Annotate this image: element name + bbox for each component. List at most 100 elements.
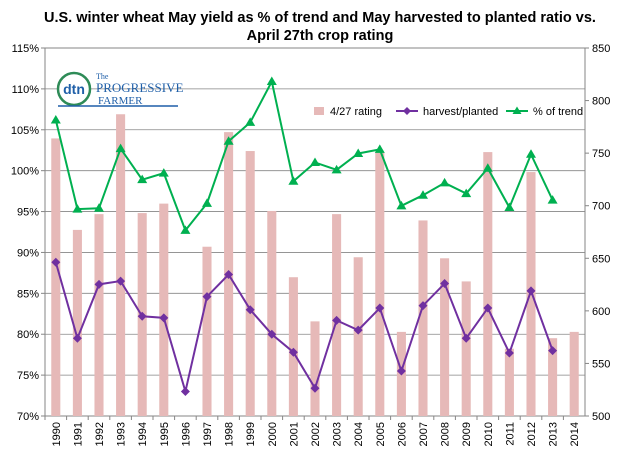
left-tick-label: 100% [11,166,39,178]
dtn-progressive-farmer-logo: dtn The PROGRESSIVE FARMER [56,71,183,107]
right-tick-label: 800 [592,96,610,108]
x-tick-label: 2003 [332,422,344,446]
x-tick-label: 2013 [548,422,560,446]
x-tick-label: 2012 [526,422,538,446]
right-tick-label: 750 [592,148,610,160]
point-harvest-planted [51,257,61,267]
point-harvest-planted [353,325,363,335]
point-pct-trend [526,149,536,158]
point-pct-trend [547,195,558,204]
legend-swatch-rating [314,107,324,115]
bar-rating [375,152,385,416]
point-pct-trend [266,76,277,86]
x-tick-label: 1996 [180,422,192,446]
point-pct-trend [418,190,428,199]
left-tick-label: 70% [17,411,39,423]
legend-label-rating: 4/27 rating [330,106,382,118]
logo-the: The [96,72,109,81]
bar-rating [548,338,558,416]
point-harvest-planted [440,279,450,289]
point-pct-trend [482,163,493,172]
point-pct-trend [331,164,342,174]
point-pct-trend [94,203,104,212]
x-tick-label: 1994 [137,422,149,446]
point-harvest-planted [504,348,514,358]
x-tick-label: 2004 [353,422,365,446]
point-pct-trend [288,176,299,185]
left-tick-label: 105% [11,125,39,137]
x-tick-label: 1990 [51,422,63,446]
chart-subtitle: April 27th crop rating [247,28,394,44]
point-harvest-planted [116,276,126,286]
bar-rating [72,229,82,416]
right-tick-label: 650 [592,253,610,265]
left-tick-label: 110% [12,84,40,96]
dtn-globe-icon [56,71,92,107]
x-tick-label: 2005 [375,422,387,446]
bar-rating [159,203,169,416]
bar-rating [504,348,514,416]
x-tick-label: 2006 [396,422,408,446]
x-tick-label: 1992 [94,422,106,446]
legend: 4/27 rating harvest/planted % of trend [314,106,583,118]
bar-rating [483,152,493,416]
point-harvest-planted [483,303,493,313]
x-tick-label: 2011 [504,422,516,446]
point-harvest-planted [180,386,190,396]
bar-rating [440,258,450,416]
point-harvest-planted [310,383,320,393]
point-harvest-planted [224,270,234,280]
right-tick-label: 600 [592,306,610,318]
point-pct-trend [72,204,83,213]
axes: 70% 75% 80% 85% 90% 95% 100% 105% 110% 115% 500 550… [11,43,611,446]
logo-farmer: FARMER [98,95,143,107]
line-harvest-planted [54,261,554,396]
point-harvest-planted [288,347,298,357]
x-tick-label: 2009 [461,422,473,446]
bar-rating [310,321,320,416]
point-harvest-planted [202,292,212,302]
left-tick-label: 85% [17,288,39,300]
point-harvest-planted [418,301,428,311]
bar-rating [51,138,61,416]
legend-marker-harvest [403,107,411,115]
right-tick-label: 700 [592,201,610,213]
point-harvest-planted [548,346,558,356]
right-tick-label: 850 [592,43,610,55]
point-pct-trend [374,144,385,153]
bar-rating [569,331,579,416]
point-pct-trend [461,188,472,198]
point-pct-trend [223,136,234,145]
x-tick-label: 1993 [116,422,128,446]
point-pct-trend [202,198,212,207]
bar-rating [202,246,212,416]
point-harvest-planted [526,286,536,296]
x-tick-label: 2014 [569,422,581,446]
x-tick-label: 1998 [224,422,236,446]
x-tick-label: 2008 [440,422,452,446]
point-pct-trend [310,157,320,166]
left-tick-label: 75% [17,370,39,382]
point-harvest-planted [396,366,406,376]
left-tick-label: 80% [17,329,39,341]
left-tick-label: 90% [17,247,39,259]
point-pct-trend [439,177,450,187]
bar-rating [353,257,363,416]
point-harvest-planted [137,311,147,321]
x-tick-label: 1997 [202,422,214,446]
right-tick-label: 500 [592,411,610,423]
point-pct-trend [396,200,407,210]
right-tick-label: 550 [592,358,610,370]
x-tick-label: 2007 [418,422,430,446]
point-pct-trend [158,168,169,177]
bar-rating [116,114,126,417]
point-harvest-planted [375,303,385,313]
logo-mark: dtn [63,81,85,97]
left-tick-label: 95% [17,207,39,219]
x-tick-label: 2001 [288,422,300,446]
line-pct-trend [54,78,554,233]
x-tick-label: 2010 [483,422,495,446]
x-tick-label: 1999 [245,422,257,446]
